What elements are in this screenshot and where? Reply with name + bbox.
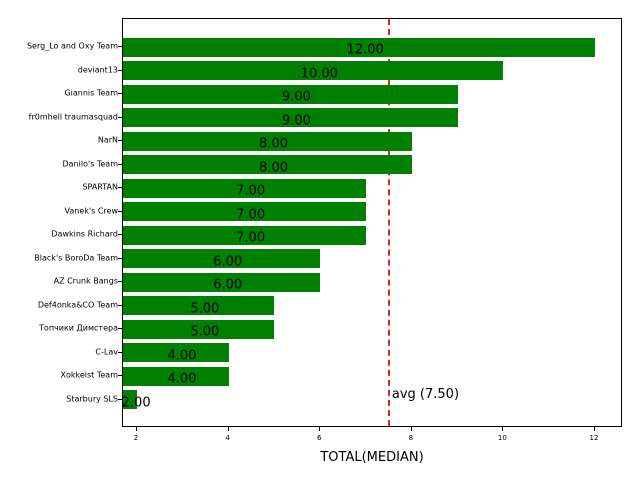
y-tick-label: Vanek's Crew	[64, 206, 118, 215]
x-tick-label: 2	[133, 434, 139, 442]
bar-value-label: 10.00	[300, 66, 338, 81]
y-tick	[118, 328, 122, 329]
bar-value-label: 5.00	[190, 301, 220, 316]
x-tick	[410, 427, 412, 431]
bar	[123, 202, 366, 221]
y-tick-label: Black's BoroDa Team	[34, 253, 118, 262]
y-tick	[118, 375, 122, 376]
y-tick	[118, 234, 122, 235]
bar	[123, 37, 595, 57]
y-tick-label: Топчики Димстера	[39, 323, 118, 333]
x-tick-label: 12	[589, 434, 599, 442]
bar	[123, 272, 321, 292]
bar-value-label: 6.00	[213, 254, 243, 269]
x-tick	[136, 427, 137, 431]
bar-value-label: 4.00	[167, 348, 197, 363]
bar-value-label: 9.00	[281, 113, 311, 128]
y-tick	[118, 304, 122, 306]
x-tick-label: 8	[408, 434, 414, 442]
bar	[123, 390, 137, 409]
y-tick	[118, 187, 122, 188]
y-tick-label: Xokkeist Team	[60, 370, 119, 380]
x-tick	[502, 427, 504, 431]
y-tick	[118, 116, 122, 118]
y-tick-label: SPARTAN	[82, 182, 118, 192]
bar-value-label: 7.00	[236, 183, 266, 199]
y-tick-label: Danilo's Team	[62, 159, 118, 168]
x-tick-label: 10	[497, 434, 507, 442]
bar	[123, 366, 229, 386]
bar	[123, 155, 412, 174]
bar	[123, 178, 366, 198]
y-tick-label: Def4onka&CO Team	[37, 300, 118, 309]
bar	[123, 225, 366, 245]
y-tick	[118, 351, 122, 353]
y-tick-label: Serg_Lo and Oxy Team	[26, 41, 118, 51]
y-tick	[118, 93, 122, 94]
bar	[123, 61, 504, 80]
y-tick-label: deviant13	[77, 65, 118, 74]
average-label: avg (7.50)	[391, 387, 460, 402]
bar	[123, 296, 275, 315]
x-tick-label: 6	[316, 434, 322, 442]
bar	[123, 249, 321, 268]
bar	[123, 108, 458, 127]
y-tick	[118, 257, 122, 259]
y-tick-label: fr0mhell traumasquad	[28, 112, 118, 121]
bar-value-label: 5.00	[190, 324, 220, 340]
bar	[123, 343, 229, 362]
x-tick-label: 4	[225, 434, 230, 442]
bar-value-label: 12.00	[346, 42, 384, 58]
y-tick-label: Dawkins Richard	[51, 229, 118, 239]
bar	[123, 319, 275, 339]
y-tick	[118, 140, 122, 141]
bar-value-label: 6.00	[213, 277, 243, 293]
y-tick	[118, 281, 122, 282]
bar-value-label: 7.00	[236, 207, 266, 222]
bar-value-label: 9.00	[281, 89, 311, 105]
bar	[123, 131, 412, 151]
x-tick	[227, 427, 229, 431]
y-tick	[118, 163, 122, 165]
bar-value-label: 8.00	[259, 136, 288, 152]
y-tick	[118, 398, 122, 400]
y-tick	[118, 69, 122, 71]
y-tick	[118, 210, 122, 212]
plot-area: avg (7.50) 12.00 10.00 9.00 9.00 8.00 8.00 7.0…	[122, 18, 622, 427]
bar	[123, 84, 458, 104]
x-tick	[594, 427, 595, 431]
y-tick-label: AZ Crunk Bangs	[53, 276, 118, 286]
x-tick	[319, 427, 321, 431]
bar-value-label: 2.00	[122, 395, 151, 410]
x-axis-label: TOTAL(MEDIAN)	[320, 450, 424, 465]
average-reference-line	[387, 19, 390, 426]
y-tick-label: Starbury SLS	[66, 394, 118, 403]
y-tick-label: Giannis Team	[64, 88, 118, 98]
y-tick-label: C-Lav	[95, 347, 118, 356]
bar-value-label: 4.00	[167, 371, 197, 387]
y-tick-label: NarN	[97, 135, 118, 145]
y-tick	[118, 46, 122, 47]
bar-value-label: 7.00	[236, 230, 266, 246]
bar-value-label: 8.00	[259, 160, 288, 175]
